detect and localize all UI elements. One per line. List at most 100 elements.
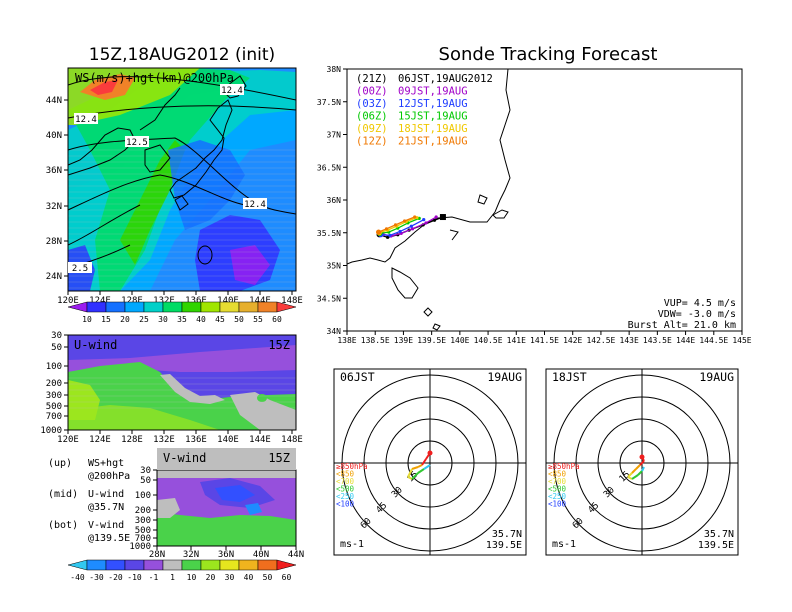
y-tick-label: 30 bbox=[51, 331, 62, 341]
contour-label: 12.4 bbox=[244, 200, 266, 210]
panel-time: 06JST bbox=[340, 370, 375, 384]
y-tick-label: 37N bbox=[327, 131, 342, 140]
colorbar-label: -30 bbox=[89, 573, 104, 582]
x-tick-label: 128E bbox=[121, 435, 143, 445]
contour-label: 12.4 bbox=[221, 86, 243, 96]
launch-param: Burst Alt= 21.0 km bbox=[628, 320, 736, 331]
hodograph-segment bbox=[631, 468, 637, 474]
y-tick-label: 24N bbox=[46, 272, 62, 282]
colorbar-swatch bbox=[105, 559, 126, 571]
x-tick-label: 132E bbox=[153, 435, 175, 445]
legend-line2: @139.5E bbox=[88, 533, 130, 544]
contour-labels: 12.4 12.4 12.5 12.4 2.5 bbox=[68, 84, 267, 274]
y-tick-label: 1000 bbox=[40, 426, 62, 436]
colorbar-label: 20 bbox=[120, 315, 130, 324]
level-label: <500 bbox=[548, 485, 567, 494]
x-tick-label: 138.5E bbox=[361, 336, 390, 345]
track-point bbox=[398, 229, 402, 234]
y-tick-label: 35N bbox=[327, 262, 342, 271]
colorbar-swatch bbox=[124, 559, 145, 571]
level-label: <100 bbox=[548, 500, 567, 509]
y-axis: 24N 28N 32N 36N 40N 44N bbox=[46, 96, 68, 282]
colorbar-label: 1 bbox=[170, 573, 175, 582]
y-tick-label: 37.5N bbox=[317, 98, 341, 107]
hodograph-segment bbox=[637, 470, 643, 476]
legend-key: (bot) bbox=[48, 520, 78, 531]
hodograph-segment bbox=[411, 472, 419, 480]
track-point bbox=[422, 218, 426, 222]
contour-label: 12.5 bbox=[126, 138, 148, 148]
y-tick-label: 50 bbox=[140, 476, 151, 486]
hodograph-segment bbox=[631, 474, 639, 480]
hodograph-segment bbox=[417, 464, 423, 468]
colorbar-swatch bbox=[200, 301, 221, 313]
track-point bbox=[386, 235, 390, 239]
colorbar-swatch bbox=[181, 559, 202, 571]
sonde-tracks bbox=[376, 214, 446, 239]
legend-code: (21Z) bbox=[356, 73, 388, 85]
level-label: <100 bbox=[336, 500, 355, 509]
colorbar-swatch bbox=[200, 559, 221, 571]
x-tick-label: 140.5E bbox=[474, 336, 503, 345]
level-label: <700 bbox=[548, 477, 567, 486]
sonde-tracking-panel: Sonde Tracking Forecast (21Z) 06JST,19AUG… bbox=[317, 44, 752, 345]
x-tick-label: 120E bbox=[57, 435, 79, 445]
x-tick-label: 142E bbox=[563, 336, 582, 345]
colorbar-label: 10 bbox=[187, 573, 197, 582]
x-tick-label: 142.5E bbox=[586, 336, 615, 345]
level-label: <850 bbox=[336, 470, 355, 479]
legend-key: (mid) bbox=[48, 489, 78, 500]
x-tick-label: 141E bbox=[507, 336, 526, 345]
y-tick-label: 36.5N bbox=[317, 163, 341, 172]
x-tick-label: 139E bbox=[394, 336, 413, 345]
panel-date: 19AUG bbox=[699, 370, 734, 384]
legend-code: (12Z) bbox=[356, 136, 388, 148]
colorbar-label: 15 bbox=[101, 315, 111, 324]
x-tick-label: 148E bbox=[281, 435, 303, 445]
colorbar-label: 35 bbox=[177, 315, 187, 324]
launch-param: VUP= 4.5 m/s bbox=[664, 298, 736, 309]
x-tick-label: 32N bbox=[183, 550, 199, 560]
y-tick-label: 36N bbox=[327, 196, 342, 205]
legend-line1: V-wind bbox=[88, 520, 124, 531]
surface-point bbox=[639, 454, 645, 460]
colorbar-label: -40 bbox=[70, 573, 85, 582]
colorbar-swatch bbox=[162, 559, 183, 571]
unit-label: ms-1 bbox=[340, 539, 364, 550]
legend-time: 06JST,19AUG2012 bbox=[398, 73, 493, 85]
hodograph-segment bbox=[407, 468, 413, 478]
panel-legend: (up) WS+hgt @200hPa (mid) U-wind @35.7N (bot) V… bbox=[48, 458, 130, 544]
location-lon: 139.5E bbox=[486, 540, 522, 551]
colorbar-label: 30 bbox=[225, 573, 235, 582]
level-label: <250 bbox=[548, 492, 567, 501]
colorbar-label: 50 bbox=[234, 315, 244, 324]
hodograph-segment bbox=[627, 476, 633, 480]
landing-point bbox=[376, 229, 382, 235]
track-point bbox=[410, 227, 415, 231]
y-tick-label: 200 bbox=[135, 506, 151, 516]
colorbar-swatch bbox=[257, 559, 278, 571]
x-tick-label: 28N bbox=[149, 550, 165, 560]
level-label: <500 bbox=[336, 485, 355, 494]
y-tick-label: 200 bbox=[46, 379, 62, 389]
location-lon: 139.5E bbox=[698, 540, 734, 551]
y-tick-label: 35.5N bbox=[317, 229, 341, 238]
x-tick-label: 136E bbox=[185, 296, 207, 306]
x-tick-label: 144E bbox=[249, 296, 271, 306]
colorbar-label: -1 bbox=[149, 573, 159, 582]
level-label: <700 bbox=[336, 477, 355, 486]
x-tick-label: 44N bbox=[288, 550, 304, 560]
y-tick-label: 700 bbox=[46, 412, 62, 422]
colorbar-label: 40 bbox=[244, 573, 254, 582]
tracking-title: Sonde Tracking Forecast bbox=[439, 44, 658, 65]
contour-label: 12.4 bbox=[75, 115, 97, 125]
y-tick-label: 40N bbox=[46, 131, 62, 141]
colorbar-swatch bbox=[238, 301, 259, 313]
x-tick-label: 140E bbox=[450, 336, 469, 345]
hodograph-segment bbox=[639, 460, 645, 466]
y-tick-label: 500 bbox=[135, 526, 151, 536]
